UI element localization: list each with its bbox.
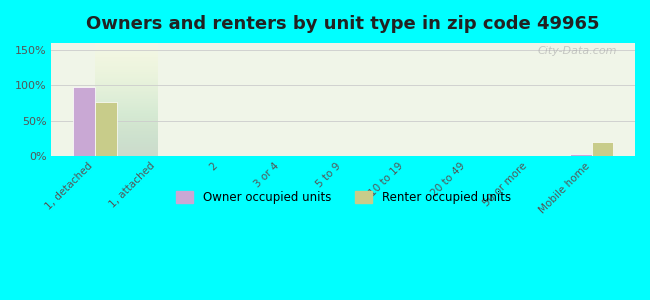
Legend: Owner occupied units, Renter occupied units: Owner occupied units, Renter occupied un… xyxy=(171,186,515,208)
Bar xyxy=(73,87,95,156)
Title: Owners and renters by unit type in zip code 49965: Owners and renters by unit type in zip c… xyxy=(86,15,600,33)
Bar xyxy=(570,154,592,156)
Bar xyxy=(592,142,613,156)
Text: City-Data.com: City-Data.com xyxy=(538,46,617,56)
Bar xyxy=(95,102,116,156)
